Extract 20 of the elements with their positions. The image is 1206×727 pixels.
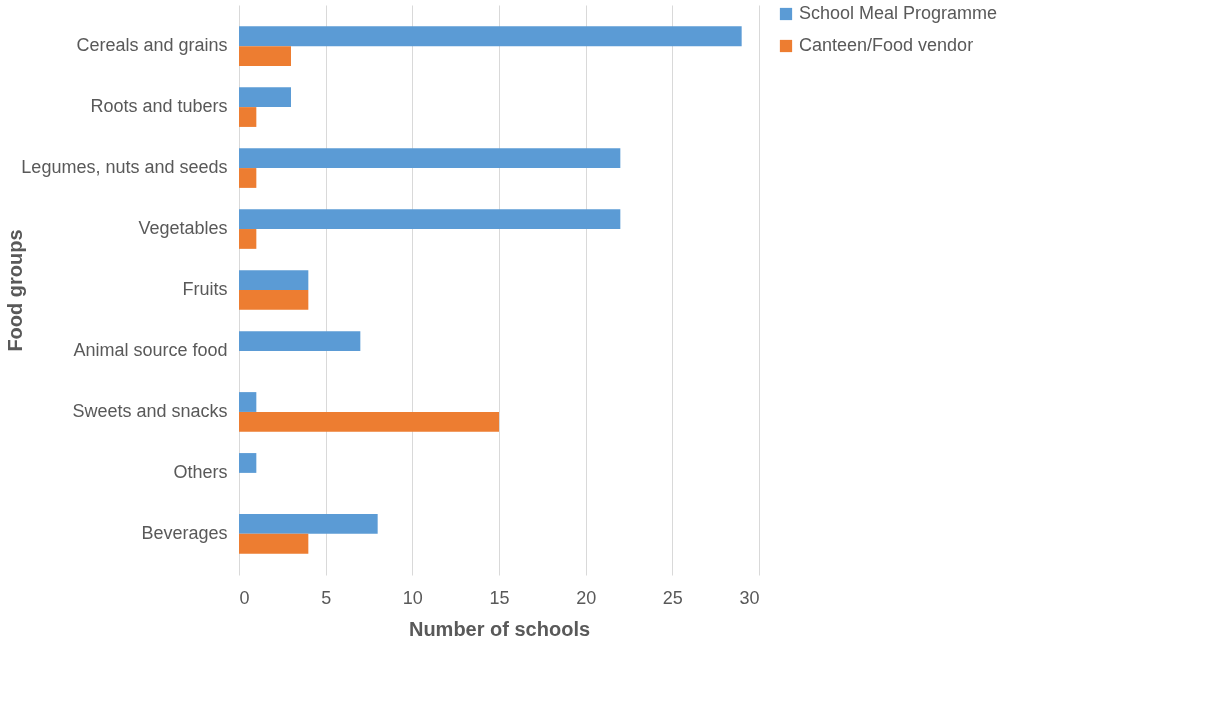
x-tick-label: 20 xyxy=(576,587,597,608)
y-axis-title: Food groups xyxy=(3,229,26,352)
legend-label: Canteen/Food vendor xyxy=(799,35,974,55)
x-tick-label: 25 xyxy=(662,587,683,608)
x-axis-title: Number of schools xyxy=(408,617,591,640)
x-tick-label: 15 xyxy=(489,587,510,608)
x-tick-label: 5 xyxy=(321,587,332,608)
y-tick-label: Animal source food xyxy=(73,339,228,360)
y-tick-label: Fruits xyxy=(182,279,228,299)
y-tick-label: Legumes, nuts and seeds xyxy=(21,157,228,178)
legend-label: School Meal Programme xyxy=(799,3,998,23)
x-tick-label: 0 xyxy=(239,587,250,608)
x-tick-label: 10 xyxy=(402,587,423,608)
y-tick-label: Beverages xyxy=(141,522,228,543)
y-tick-label: Vegetables xyxy=(138,218,228,239)
y-tick-label: Roots and tubers xyxy=(90,96,228,117)
y-tick-label: Cereals and grains xyxy=(76,35,228,56)
y-tick-label: Others xyxy=(173,461,228,482)
x-tick-label: 30 xyxy=(739,587,760,608)
y-tick-label: Sweets and snacks xyxy=(72,400,228,421)
